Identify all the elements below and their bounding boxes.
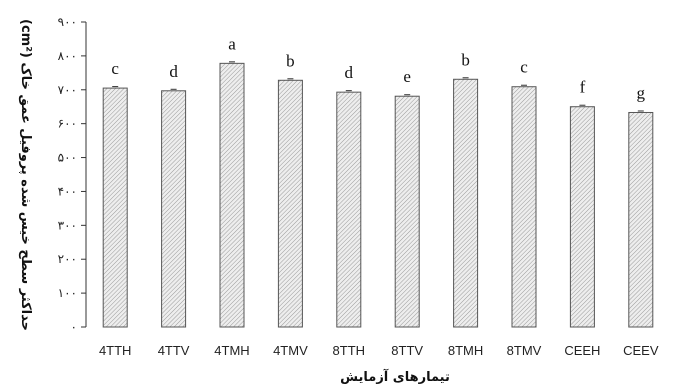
y-tick-label: ۲۰۰	[58, 252, 77, 266]
x-axis-title: تیمارهای آزمایش	[340, 368, 450, 385]
y-tick-label: ۹۰۰	[58, 15, 77, 29]
significance-letter: e	[403, 67, 411, 86]
bar-4tth	[102, 87, 128, 328]
x-tick-label: 8TTH	[333, 343, 366, 358]
significance-letter: d	[169, 62, 178, 81]
significance-letter: b	[461, 50, 470, 69]
y-tick-label: ۰	[71, 320, 77, 334]
bar-8tth	[336, 91, 362, 328]
y-axis: ۰ ۱۰۰ ۲۰۰ ۳۰۰ ۴۰۰ ۵۰۰ ۶۰۰ ۷۰۰ ۸۰۰ ۹۰۰	[58, 15, 87, 334]
significance-letter: c	[520, 58, 528, 77]
x-tick-label: CEEV	[623, 343, 659, 358]
y-axis-title: حداکثر سطح خیس شده پروفیل عمق خاک (cm²)	[18, 19, 33, 331]
x-tick-label: 8TMH	[448, 343, 483, 358]
x-tick-label: 8TMV	[507, 343, 542, 358]
bar-ceev	[628, 111, 654, 328]
bar-4tmv	[277, 79, 303, 328]
y-tick-label: ۱۰۰	[58, 286, 77, 300]
x-tick-label: 4TMH	[214, 343, 249, 358]
significance-letter: g	[637, 83, 646, 102]
bar-4tmh	[219, 62, 245, 328]
y-tick-label: ۳۰۰	[58, 218, 77, 232]
bar-8tmh	[453, 78, 479, 328]
significance-letter: d	[345, 63, 354, 82]
bars	[102, 61, 654, 328]
x-tick-label: 4TTH	[99, 343, 132, 358]
x-axis-labels: 4TTH 4TTV 4TMH 4TMV 8TTH 8TTV 8TMH 8TMV CEEH CEEV	[99, 343, 659, 358]
bar-4ttv	[161, 90, 187, 328]
x-tick-label: CEEH	[564, 343, 600, 358]
x-tick-label: 4TMV	[273, 343, 308, 358]
significance-letter: a	[228, 34, 236, 53]
x-tick-label: 4TTV	[158, 343, 190, 358]
y-tick-label: ۷۰۰	[58, 83, 77, 97]
bar-8ttv	[394, 95, 420, 328]
significance-letters: c d a b d e b c f g	[111, 34, 645, 102]
bar-8tmv	[511, 86, 537, 328]
y-tick-label: ۴۰۰	[58, 184, 77, 198]
y-tick-label: ۸۰۰	[58, 49, 77, 63]
significance-letter: b	[286, 51, 295, 70]
bar-ceeh	[569, 106, 595, 328]
y-tick-label: ۵۰۰	[58, 151, 77, 165]
y-tick-label: ۶۰۰	[58, 117, 77, 131]
x-tick-label: 8TTV	[391, 343, 423, 358]
significance-letter: f	[580, 78, 586, 97]
significance-letter: c	[111, 59, 119, 78]
